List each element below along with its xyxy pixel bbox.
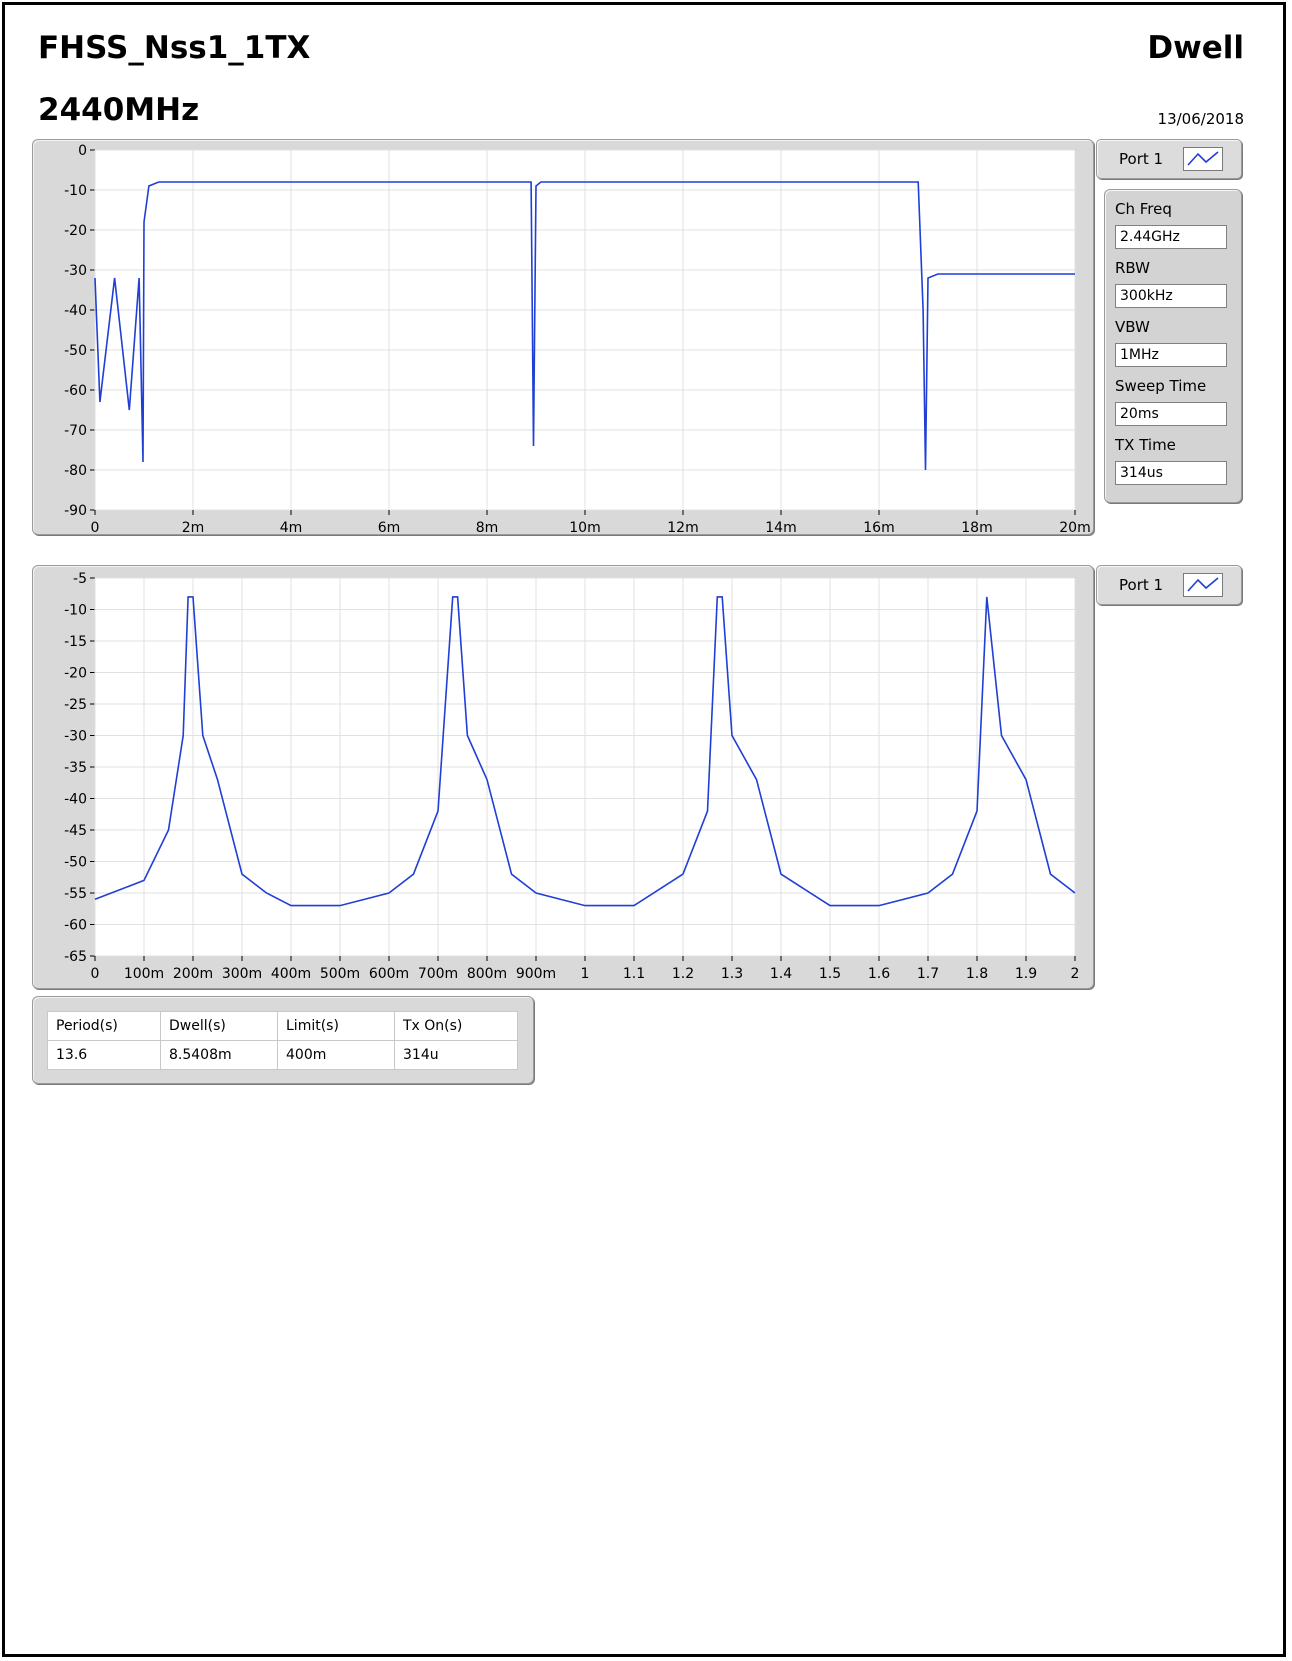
- y-tick-label: -15: [64, 634, 87, 650]
- param-value-rbw[interactable]: 300kHz: [1115, 284, 1227, 308]
- x-tick-label: 600m: [369, 966, 409, 982]
- x-tick-label: 500m: [320, 966, 360, 982]
- results-table: Period(s) Dwell(s) Limit(s) Tx On(s) 13.…: [47, 1011, 518, 1070]
- value-dwell: 8.5408m: [160, 1040, 278, 1070]
- x-tick-label: 100m: [124, 966, 164, 982]
- legend-port-1-top[interactable]: Port 1: [1096, 139, 1242, 179]
- y-tick-label: 0: [78, 143, 87, 159]
- y-tick-label: -50: [64, 855, 87, 871]
- x-tick-label: 1.6: [868, 966, 890, 982]
- x-tick-label: 700m: [418, 966, 458, 982]
- x-tick-label: 200m: [173, 966, 213, 982]
- y-tick-label: -50: [64, 343, 87, 359]
- x-tick-label: 18m: [961, 520, 992, 534]
- results-value-row: 13.6 8.5408m 400m 314u: [47, 1040, 518, 1070]
- header-dwell: Dwell(s): [160, 1011, 278, 1041]
- measurement-params-panel: Ch Freq 2.44GHz RBW 300kHz VBW 1MHz Swee…: [1104, 189, 1242, 503]
- y-tick-label: -45: [64, 823, 87, 839]
- y-tick-label: -40: [64, 792, 87, 808]
- value-tx-on: 314u: [394, 1040, 518, 1070]
- x-tick-label: 1.7: [917, 966, 939, 982]
- x-tick-label: 0: [91, 520, 100, 534]
- x-tick-label: 10m: [569, 520, 600, 534]
- x-tick-label: 12m: [667, 520, 698, 534]
- param-label-ch-freq: Ch Freq: [1115, 200, 1172, 218]
- results-header-row: Period(s) Dwell(s) Limit(s) Tx On(s): [47, 1011, 518, 1041]
- x-tick-label: 0: [91, 966, 100, 982]
- x-tick-label: 1.1: [623, 966, 645, 982]
- series-line-port-1: [94, 596, 1076, 907]
- param-value-ch-freq[interactable]: 2.44GHz: [1115, 225, 1227, 249]
- x-tick-label: 300m: [222, 966, 262, 982]
- x-tick-label: 1.9: [1015, 966, 1037, 982]
- x-tick-label: 2: [1071, 966, 1080, 982]
- x-tick-label: 20m: [1059, 520, 1090, 534]
- legend-port-1-bottom[interactable]: Port 1: [1096, 565, 1242, 605]
- legend-label: Port 1: [1119, 150, 1164, 168]
- x-tick-label: 14m: [765, 520, 796, 534]
- x-tick-label: 400m: [271, 966, 311, 982]
- frequency-title: 2440MHz: [38, 92, 200, 128]
- line-trace-icon: [1183, 573, 1223, 597]
- param-label-vbw: VBW: [1115, 318, 1150, 336]
- report-title: FHSS_Nss1_1TX: [38, 30, 311, 66]
- x-tick-label: 1.4: [770, 966, 792, 982]
- y-tick-label: -40: [64, 303, 87, 319]
- legend-label: Port 1: [1119, 576, 1164, 594]
- param-value-tx-time[interactable]: 314us: [1115, 461, 1227, 485]
- param-label-tx-time: TX Time: [1115, 436, 1176, 454]
- results-panel: Period(s) Dwell(s) Limit(s) Tx On(s) 13.…: [32, 996, 534, 1084]
- y-tick-label: -10: [64, 183, 87, 199]
- param-label-sweep-time: Sweep Time: [1115, 377, 1207, 395]
- series-line-port-1: [94, 181, 1075, 471]
- x-tick-label: 1: [581, 966, 590, 982]
- y-tick-label: -70: [64, 423, 87, 439]
- y-tick-label: -65: [64, 949, 87, 965]
- y-tick-label: -10: [64, 603, 87, 619]
- period-chart-2s[interactable]: -5 -10 -15 -20 -25 -30 -35 -40 -45 -50 -55 -60 -650 1…: [33, 566, 1093, 988]
- report-date: 13/06/2018: [1157, 110, 1244, 128]
- y-tick-label: -55: [64, 886, 87, 902]
- param-value-vbw[interactable]: 1MHz: [1115, 343, 1227, 367]
- x-tick-label: 800m: [467, 966, 507, 982]
- x-tick-label: 16m: [863, 520, 894, 534]
- y-tick-label: -60: [64, 918, 87, 934]
- value-period: 13.6: [47, 1040, 161, 1070]
- y-tick-label: -20: [64, 666, 87, 682]
- x-tick-label: 2m: [182, 520, 205, 534]
- x-tick-label: 1.8: [966, 966, 988, 982]
- y-tick-label: -60: [64, 383, 87, 399]
- y-tick-label: -5: [73, 571, 87, 587]
- x-tick-label: 8m: [476, 520, 499, 534]
- header-period: Period(s): [47, 1011, 161, 1041]
- y-tick-label: -80: [64, 463, 87, 479]
- y-tick-label: -25: [64, 697, 87, 713]
- x-tick-label: 1.3: [721, 966, 743, 982]
- value-limit: 400m: [277, 1040, 395, 1070]
- line-trace-icon: [1183, 147, 1223, 171]
- param-value-sweep-time[interactable]: 20ms: [1115, 402, 1227, 426]
- y-tick-label: -30: [64, 263, 87, 279]
- header-tx-on: Tx On(s): [394, 1011, 518, 1041]
- x-tick-label: 900m: [516, 966, 556, 982]
- y-tick-label: -90: [64, 503, 87, 519]
- x-tick-label: 1.5: [819, 966, 841, 982]
- dwell-chart-20ms[interactable]: 0 -10 -20 -30 -40 -50 -60 -70 -80 -90 0 2m 4m 6m 8m 10m…: [33, 140, 1093, 534]
- time-domain-chart-panel: 0 -10 -20 -30 -40 -50 -60 -70 -80 -90 0 2m 4m 6m 8m 10m…: [32, 139, 1094, 535]
- x-tick-label: 4m: [280, 520, 303, 534]
- param-label-rbw: RBW: [1115, 259, 1151, 277]
- y-tick-label: -35: [64, 760, 87, 776]
- mode-title: Dwell: [1147, 30, 1244, 66]
- x-tick-label: 1.2: [672, 966, 694, 982]
- y-tick-label: -30: [64, 729, 87, 745]
- period-chart-panel: -5 -10 -15 -20 -25 -30 -35 -40 -45 -50 -55 -60 -65 0 1…: [32, 565, 1094, 989]
- header-limit: Limit(s): [277, 1011, 395, 1041]
- x-tick-label: 6m: [378, 520, 401, 534]
- y-tick-label: -20: [64, 223, 87, 239]
